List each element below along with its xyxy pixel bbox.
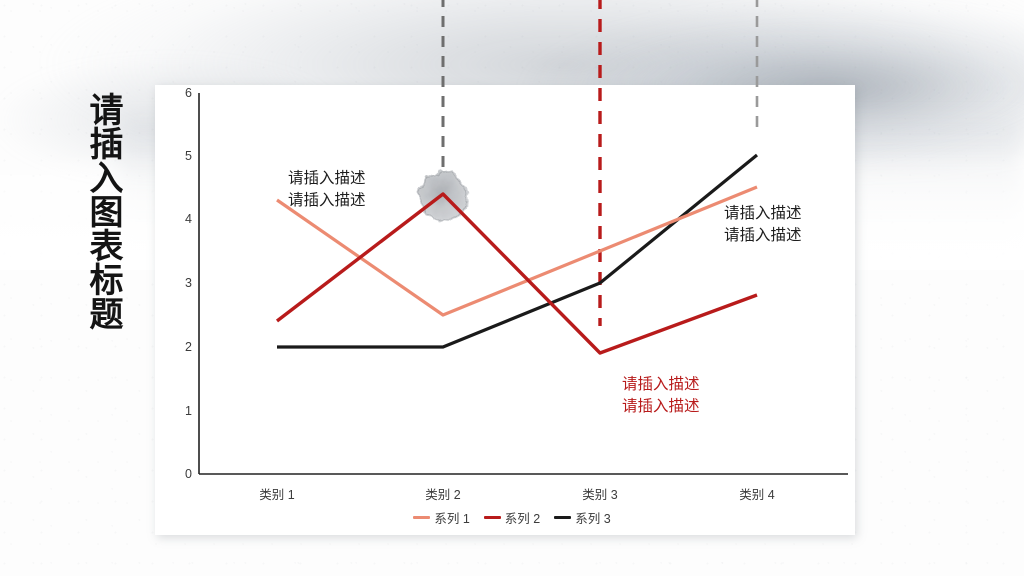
annotation-left-line-1: 请插入描述 bbox=[288, 170, 366, 187]
annotation-left-line-2: 请插入描述 bbox=[288, 192, 366, 209]
annotation-right: 请插入描述 请插入描述 bbox=[724, 203, 802, 247]
legend-swatch-icon-series-1 bbox=[413, 516, 431, 519]
legend-label-series-2: 系列 2 bbox=[504, 512, 541, 526]
annotation-left: 请插入描述 请插入描述 bbox=[288, 168, 366, 212]
y-tick-3: 3 bbox=[185, 276, 192, 290]
legend-item-series-1[interactable]: 系列 1 bbox=[413, 508, 470, 527]
annotation-right-line-2: 请插入描述 bbox=[724, 227, 802, 244]
y-tick-1: 1 bbox=[185, 404, 192, 418]
annotation-bottom-line-1: 请插入描述 bbox=[622, 376, 700, 393]
legend-item-series-3[interactable]: 系列 3 bbox=[554, 508, 611, 527]
chart-axes bbox=[198, 93, 848, 475]
annotation-right-line-1: 请插入描述 bbox=[724, 205, 802, 222]
series-line-2 bbox=[275, 192, 758, 355]
legend-label-series-3: 系列 3 bbox=[575, 512, 611, 526]
x-category-3: 类别 3 bbox=[582, 488, 618, 502]
y-tick-0: 0 bbox=[185, 467, 192, 481]
legend-swatch-icon-series-3 bbox=[554, 516, 572, 519]
legend-label-series-1: 系列 1 bbox=[434, 512, 470, 526]
annotation-bottom: 请插入描述 请插入描述 bbox=[622, 374, 700, 418]
x-category-2: 类别 2 bbox=[425, 488, 461, 502]
legend-item-series-2[interactable]: 系列 2 bbox=[483, 508, 541, 527]
y-tick-2: 2 bbox=[185, 340, 192, 354]
y-tick-6: 6 bbox=[185, 86, 192, 100]
chart-card-panel bbox=[155, 85, 855, 535]
x-category-4: 类别 4 bbox=[739, 488, 775, 502]
annotation-bottom-line-2: 请插入描述 bbox=[622, 398, 700, 415]
x-category-1: 类别 1 bbox=[259, 488, 295, 502]
guide-lines bbox=[441, 0, 759, 326]
y-tick-4: 4 bbox=[185, 212, 192, 226]
page-title: 请插入图表标题 bbox=[84, 92, 122, 330]
legend-swatch-icon-series-2 bbox=[483, 516, 501, 519]
chart-legend: 系列 1 系列 2 系列 3 bbox=[0, 508, 1024, 527]
y-tick-5: 5 bbox=[185, 149, 192, 163]
